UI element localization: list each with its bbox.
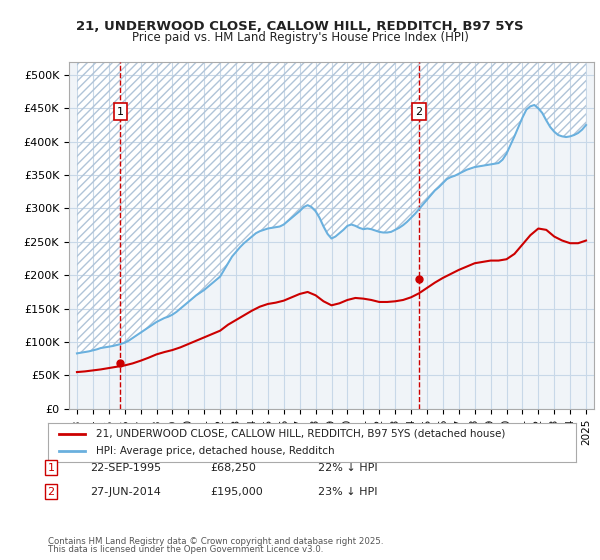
Text: 2: 2 <box>47 487 55 497</box>
Text: 27-JUN-2014: 27-JUN-2014 <box>90 487 161 497</box>
Text: £68,250: £68,250 <box>210 463 256 473</box>
Text: 1: 1 <box>47 463 55 473</box>
Text: This data is licensed under the Open Government Licence v3.0.: This data is licensed under the Open Gov… <box>48 545 323 554</box>
Text: 21, UNDERWOOD CLOSE, CALLOW HILL, REDDITCH, B97 5YS (detached house): 21, UNDERWOOD CLOSE, CALLOW HILL, REDDIT… <box>95 429 505 439</box>
Text: 1: 1 <box>117 106 124 116</box>
Text: 21, UNDERWOOD CLOSE, CALLOW HILL, REDDITCH, B97 5YS: 21, UNDERWOOD CLOSE, CALLOW HILL, REDDIT… <box>76 20 524 32</box>
Text: £195,000: £195,000 <box>210 487 263 497</box>
Text: HPI: Average price, detached house, Redditch: HPI: Average price, detached house, Redd… <box>95 446 334 456</box>
Text: 22% ↓ HPI: 22% ↓ HPI <box>318 463 377 473</box>
Text: 2: 2 <box>415 106 422 116</box>
Text: Contains HM Land Registry data © Crown copyright and database right 2025.: Contains HM Land Registry data © Crown c… <box>48 537 383 546</box>
Text: Price paid vs. HM Land Registry's House Price Index (HPI): Price paid vs. HM Land Registry's House … <box>131 31 469 44</box>
Text: 23% ↓ HPI: 23% ↓ HPI <box>318 487 377 497</box>
Text: 22-SEP-1995: 22-SEP-1995 <box>90 463 161 473</box>
